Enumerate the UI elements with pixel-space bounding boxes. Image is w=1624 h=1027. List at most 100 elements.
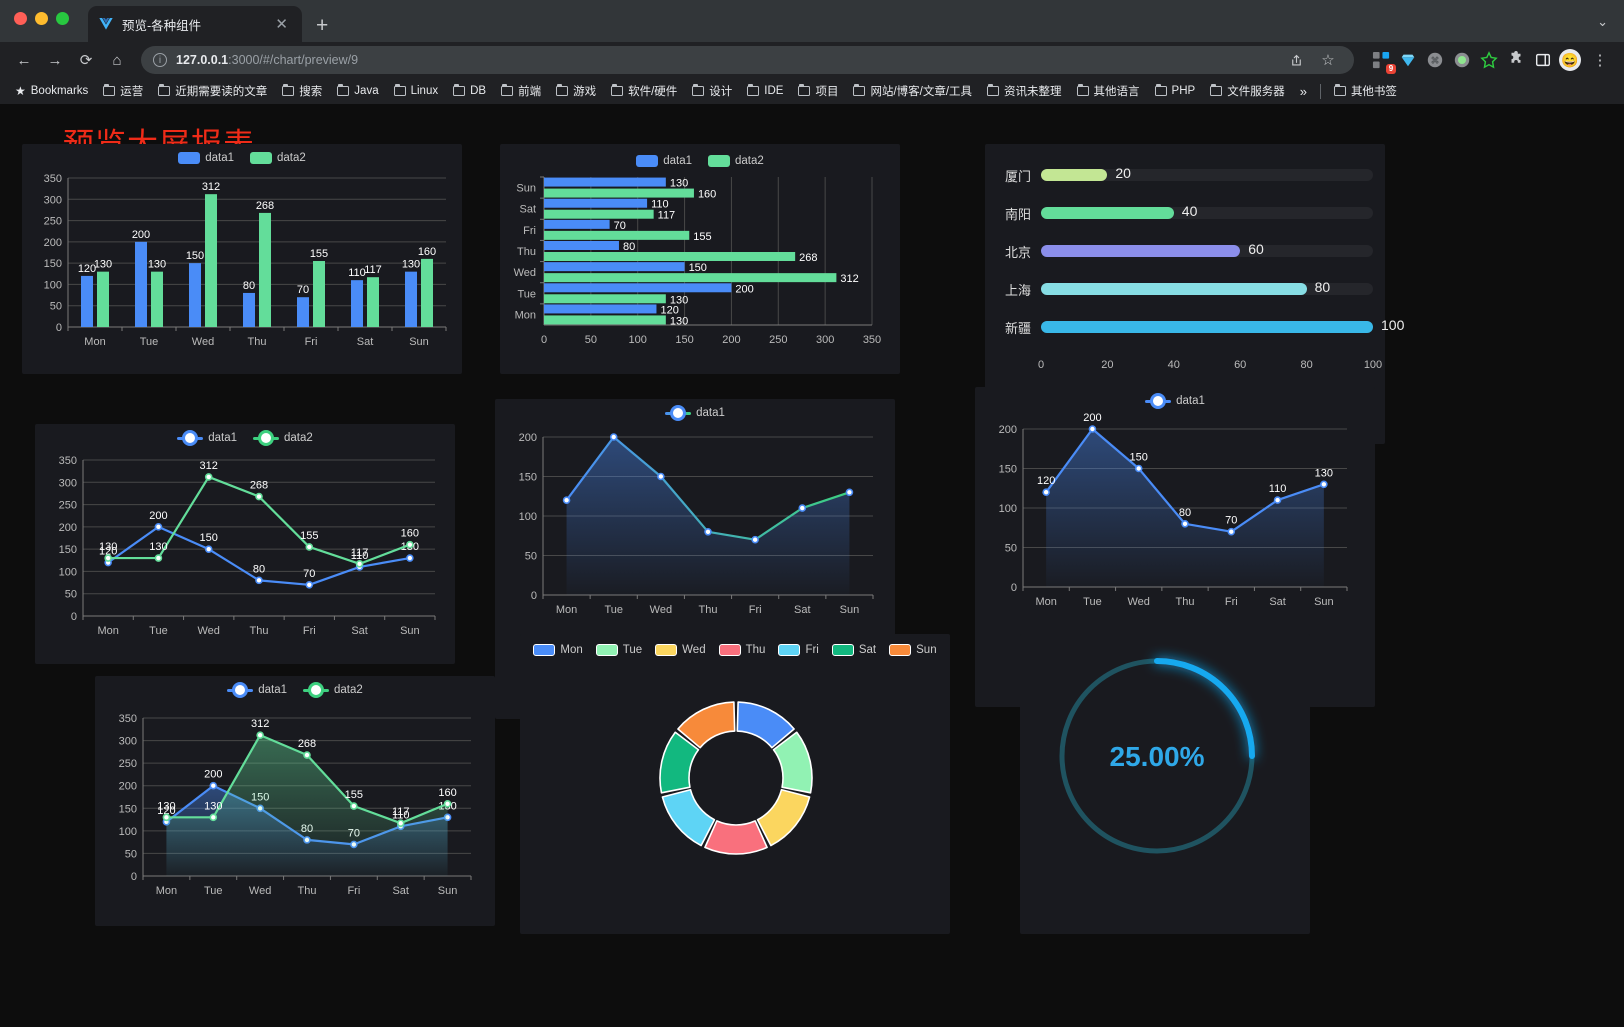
bookmark-folder-item[interactable]: 运营 bbox=[96, 80, 150, 102]
chevron-down-icon[interactable]: ⌄ bbox=[1597, 14, 1608, 29]
donut-slice[interactable] bbox=[736, 701, 795, 749]
extensions-area: 9 ⌘ bbox=[1364, 46, 1614, 74]
bookmark-folder-item[interactable]: 游戏 bbox=[549, 80, 603, 102]
legend-label: Mon bbox=[560, 644, 583, 656]
new-tab-button[interactable]: + bbox=[316, 14, 329, 37]
legend-label: data2 bbox=[334, 684, 363, 696]
bookmark-folder-item[interactable]: 近期需要读的文章 bbox=[151, 80, 274, 102]
bookmark-folder-item[interactable]: 搜索 bbox=[275, 80, 329, 102]
legend-item-sat[interactable]: Sat bbox=[831, 644, 876, 656]
bar bbox=[544, 230, 690, 240]
bookmark-folder-item[interactable]: 设计 bbox=[685, 80, 739, 102]
legend-item-thu[interactable]: Thu bbox=[718, 644, 765, 656]
puzzle-icon[interactable] bbox=[1505, 49, 1527, 71]
data-point bbox=[657, 472, 665, 481]
bookmark-folder-item[interactable]: DB bbox=[446, 82, 493, 100]
window-controls[interactable] bbox=[14, 12, 69, 25]
legend-item-sun[interactable]: Sun bbox=[889, 644, 937, 656]
legend-item-data2[interactable]: data2 bbox=[250, 152, 306, 164]
legend-item-data2[interactable]: data2 bbox=[708, 155, 764, 167]
data-point bbox=[1088, 425, 1097, 433]
side-panel-icon[interactable] bbox=[1532, 49, 1554, 71]
legend-item-data1[interactable]: data1 bbox=[665, 407, 725, 419]
bookmark-folder-item[interactable]: 项目 bbox=[791, 80, 845, 102]
bookmark-folder-item[interactable]: 网站/博客/文章/工具 bbox=[846, 80, 979, 102]
chart-text: 120 bbox=[157, 805, 175, 817]
chart-text: 200 bbox=[119, 781, 137, 793]
minimize-window-button[interactable] bbox=[35, 12, 48, 25]
bookmark-label: PHP bbox=[1171, 85, 1196, 97]
extension-grid-icon[interactable]: 9 bbox=[1370, 49, 1396, 74]
forward-button[interactable]: → bbox=[47, 51, 63, 69]
folder-icon bbox=[337, 84, 350, 96]
chart-text: 350 bbox=[119, 713, 137, 725]
bookmark-folder-item[interactable]: Java bbox=[330, 82, 385, 100]
reload-button[interactable]: ⟳ bbox=[79, 52, 93, 69]
bookmark-folder-item[interactable]: 资讯未整理 bbox=[980, 80, 1069, 102]
close-tab-button[interactable]: ✕ bbox=[275, 15, 288, 33]
star-icon: ★ bbox=[15, 84, 26, 98]
donut-slice[interactable] bbox=[772, 731, 813, 794]
donut-slice[interactable] bbox=[704, 820, 768, 855]
bookmark-folder-item[interactable]: PHP bbox=[1148, 82, 1203, 100]
donut-slice[interactable] bbox=[756, 788, 811, 847]
chart-text: Sat bbox=[357, 336, 374, 348]
legend-item-data2[interactable]: data2 bbox=[253, 432, 313, 444]
home-button[interactable]: ⌂ bbox=[112, 51, 122, 69]
bookmark-folder-item[interactable]: IDE bbox=[740, 82, 790, 100]
chart-text: 155 bbox=[310, 248, 328, 260]
bookmark-manager-item[interactable]: ★ Bookmarks bbox=[8, 81, 95, 101]
browser-menu-icon[interactable]: ⋮ bbox=[1592, 52, 1608, 69]
legend-item-data1[interactable]: data1 bbox=[177, 432, 237, 444]
address-bar[interactable]: i 127.0.0.1:3000/#/chart/preview/9 ☆ bbox=[141, 46, 1354, 74]
bookmark-folder-item[interactable]: 文件服务器 bbox=[1203, 80, 1292, 102]
chart-text: 312 bbox=[840, 273, 858, 285]
legend-item-mon[interactable]: Mon bbox=[533, 644, 583, 656]
url-path: :3000/#/chart/preview/9 bbox=[228, 53, 359, 67]
chart-text: 100 bbox=[1364, 359, 1382, 371]
chart-text: 155 bbox=[300, 530, 318, 542]
site-info-icon[interactable]: i bbox=[153, 53, 167, 67]
bookmarks-bar: ★ Bookmarks 运营 近期需要读的文章 搜索 Java Linux DB 前端 游戏 软… bbox=[0, 78, 1624, 104]
green-dot-icon[interactable] bbox=[1451, 49, 1473, 71]
legend-bar-horizontal: data1 data2 bbox=[500, 155, 900, 167]
bookmarks-overflow-button[interactable]: » bbox=[1299, 83, 1307, 99]
share-icon[interactable] bbox=[1282, 46, 1310, 74]
bookmark-folder-item[interactable]: 软件/硬件 bbox=[604, 80, 684, 102]
browser-tab[interactable]: 预览-各种组件 ✕ bbox=[88, 6, 302, 42]
maximize-window-button[interactable] bbox=[56, 12, 69, 25]
progress-value: 20 bbox=[1115, 165, 1131, 181]
donut-slice[interactable] bbox=[661, 788, 716, 847]
donut-slice[interactable] bbox=[659, 731, 700, 794]
gray-circle-icon[interactable]: ⌘ bbox=[1424, 49, 1446, 71]
close-window-button[interactable] bbox=[14, 12, 27, 25]
bookmark-folder-other[interactable]: 其他书签 bbox=[1327, 80, 1404, 102]
legend-item-fri[interactable]: Fri bbox=[778, 644, 819, 656]
bookmark-star-icon[interactable]: ☆ bbox=[1321, 52, 1335, 69]
donut-slice[interactable] bbox=[677, 701, 736, 749]
legend-item-data2[interactable]: data2 bbox=[303, 684, 363, 696]
diamond-icon[interactable] bbox=[1397, 49, 1419, 71]
progress-track: 20 bbox=[1041, 165, 1373, 181]
legend-label: data1 bbox=[258, 684, 287, 696]
legend-swatch bbox=[250, 152, 272, 164]
chart-text: Sat bbox=[351, 625, 368, 637]
legend-item-data1[interactable]: data1 bbox=[636, 155, 692, 167]
bookmark-folder-item[interactable]: 前端 bbox=[494, 80, 548, 102]
bookmark-folder-item[interactable]: 其他语言 bbox=[1070, 80, 1147, 102]
avatar[interactable]: 😄 bbox=[1559, 49, 1581, 71]
legend-item-data1[interactable]: data1 bbox=[227, 684, 287, 696]
bookmark-folder-item[interactable]: Linux bbox=[387, 82, 446, 100]
chart-text: 312 bbox=[251, 718, 269, 730]
legend-item-data1[interactable]: data1 bbox=[1145, 395, 1205, 407]
legend-item-data1[interactable]: data1 bbox=[178, 152, 234, 164]
back-button[interactable]: ← bbox=[16, 51, 32, 69]
star-outline-icon[interactable] bbox=[1478, 49, 1500, 71]
chart-text: 100 bbox=[119, 826, 137, 838]
chart-text: 130 bbox=[149, 541, 167, 553]
data-point bbox=[350, 802, 358, 810]
legend-item-wed[interactable]: Wed bbox=[655, 644, 706, 656]
chart-text: 350 bbox=[59, 455, 77, 467]
legend-item-tue[interactable]: Tue bbox=[595, 644, 642, 656]
legend-line-marker bbox=[177, 436, 204, 440]
